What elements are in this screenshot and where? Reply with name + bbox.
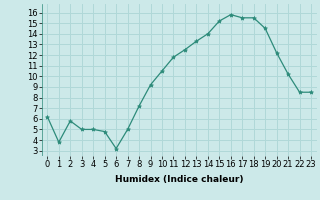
X-axis label: Humidex (Indice chaleur): Humidex (Indice chaleur)	[115, 175, 244, 184]
